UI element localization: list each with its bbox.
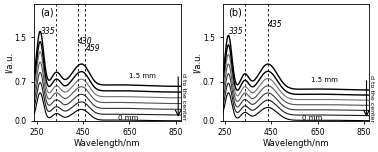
Text: 0 mm: 0 mm xyxy=(118,115,138,121)
Text: 1.5 mm: 1.5 mm xyxy=(311,77,338,83)
Text: 430: 430 xyxy=(78,37,93,46)
Text: (b): (b) xyxy=(228,8,242,18)
Text: (a): (a) xyxy=(40,8,54,18)
Text: 335: 335 xyxy=(40,27,55,36)
Text: 459: 459 xyxy=(86,44,101,53)
Text: 0 mm: 0 mm xyxy=(302,115,322,121)
X-axis label: Wavelength/nm: Wavelength/nm xyxy=(74,139,141,148)
X-axis label: Wavelength/nm: Wavelength/nm xyxy=(262,139,329,148)
Text: d to the center: d to the center xyxy=(369,75,374,122)
Text: 335: 335 xyxy=(229,27,243,36)
Y-axis label: I/a.u.: I/a.u. xyxy=(4,52,13,73)
Text: d to the center: d to the center xyxy=(181,73,186,121)
Text: 435: 435 xyxy=(267,20,282,29)
Text: 1.5 mm: 1.5 mm xyxy=(130,73,156,79)
Y-axis label: I/a.u.: I/a.u. xyxy=(192,52,201,73)
